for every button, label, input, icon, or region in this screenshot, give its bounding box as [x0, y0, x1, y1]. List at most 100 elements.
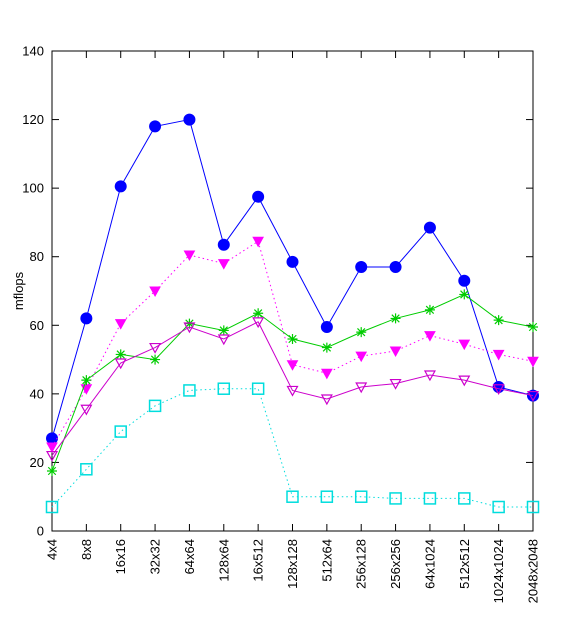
y-tick-label: 100 — [22, 181, 44, 196]
data-point — [80, 404, 93, 416]
data-point — [320, 490, 334, 503]
data-point — [424, 331, 436, 342]
data-point — [458, 492, 471, 505]
data-point — [286, 360, 299, 371]
y-tick-label: 0 — [37, 524, 44, 539]
data-point — [183, 250, 196, 262]
x-tick-label: 64x1024 — [422, 539, 437, 589]
data-point — [389, 492, 402, 505]
y-axis-label: mflops — [11, 271, 26, 310]
data-point — [355, 382, 368, 394]
y-tick-label: 40 — [30, 386, 44, 401]
data-point — [252, 190, 265, 203]
data-point — [114, 180, 127, 193]
data-point — [389, 261, 402, 273]
data-point — [114, 319, 127, 330]
data-point — [459, 289, 470, 300]
data-point — [492, 349, 505, 361]
y-tick-label: 60 — [30, 318, 44, 333]
data-point — [148, 399, 162, 413]
x-tick-label: 1024x1024 — [491, 539, 506, 603]
data-point — [149, 286, 161, 298]
data-point — [423, 370, 436, 382]
x-tick-label: 512x64 — [319, 539, 334, 582]
x-tick-label: 128x64 — [216, 539, 231, 582]
data-point — [183, 113, 196, 126]
data-point — [424, 304, 435, 315]
series-layer — [45, 113, 540, 514]
series-line — [51, 240, 534, 448]
data-point — [183, 384, 196, 397]
data-point — [286, 490, 299, 503]
series-line — [51, 388, 533, 508]
data-point — [114, 425, 127, 438]
data-point — [356, 327, 367, 338]
data-point — [320, 394, 333, 406]
data-point — [81, 375, 92, 386]
data-point — [458, 339, 471, 351]
data-point — [217, 334, 230, 346]
x-tick-label: 16x512 — [251, 539, 266, 582]
x-tick-label: 2048x2048 — [526, 539, 541, 603]
data-point — [423, 492, 437, 505]
series-4 — [45, 317, 540, 462]
x-tick-label: 512x512 — [457, 539, 472, 589]
x-tick-label: 8x8 — [79, 539, 94, 560]
data-point — [45, 500, 59, 514]
data-point — [389, 346, 402, 358]
y-tick-label: 80 — [30, 249, 44, 264]
y-tick-label: 120 — [22, 112, 44, 127]
series-2 — [46, 236, 539, 454]
x-tick-label: 256x256 — [388, 539, 403, 589]
data-point — [527, 356, 539, 368]
data-point — [150, 354, 161, 365]
data-point — [46, 432, 58, 445]
data-point — [217, 259, 230, 270]
data-point — [423, 221, 436, 234]
series-line — [51, 321, 534, 456]
data-point — [389, 378, 402, 390]
data-point — [286, 385, 299, 397]
data-point — [321, 342, 332, 353]
y-tick-label: 140 — [22, 44, 44, 59]
data-point — [217, 238, 230, 251]
data-point — [149, 120, 162, 133]
data-point — [458, 274, 471, 287]
data-point — [320, 321, 333, 333]
data-point — [458, 375, 471, 387]
data-point — [114, 358, 127, 370]
x-tick-label: 4x4 — [45, 539, 60, 560]
y-axis: 0 20 40 60 80 100 120 140 — [22, 44, 533, 539]
data-point — [218, 325, 229, 336]
data-point — [286, 255, 299, 268]
data-point — [354, 490, 368, 503]
data-point — [321, 368, 333, 380]
data-point — [251, 382, 265, 395]
series-5 — [45, 382, 540, 514]
data-point — [149, 342, 162, 354]
series-3 — [47, 289, 538, 476]
data-point — [528, 322, 538, 332]
data-point — [492, 500, 505, 514]
data-point — [526, 390, 540, 402]
data-point — [47, 466, 57, 476]
data-point — [80, 463, 93, 476]
data-point — [492, 384, 505, 395]
data-point — [115, 349, 126, 360]
x-tick-label: 16x16 — [113, 539, 128, 574]
data-point — [287, 334, 298, 344]
data-point — [217, 382, 231, 395]
data-point — [46, 442, 58, 454]
data-point — [253, 308, 264, 319]
data-point — [183, 322, 196, 334]
data-point — [355, 261, 368, 273]
x-tick-label: 64x64 — [182, 539, 197, 574]
data-point — [252, 317, 265, 329]
data-point — [493, 315, 504, 326]
data-point — [355, 351, 368, 363]
x-tick-label: 128x128 — [285, 539, 300, 589]
series-1 — [46, 113, 539, 445]
data-point — [80, 312, 93, 325]
data-point — [252, 236, 264, 248]
